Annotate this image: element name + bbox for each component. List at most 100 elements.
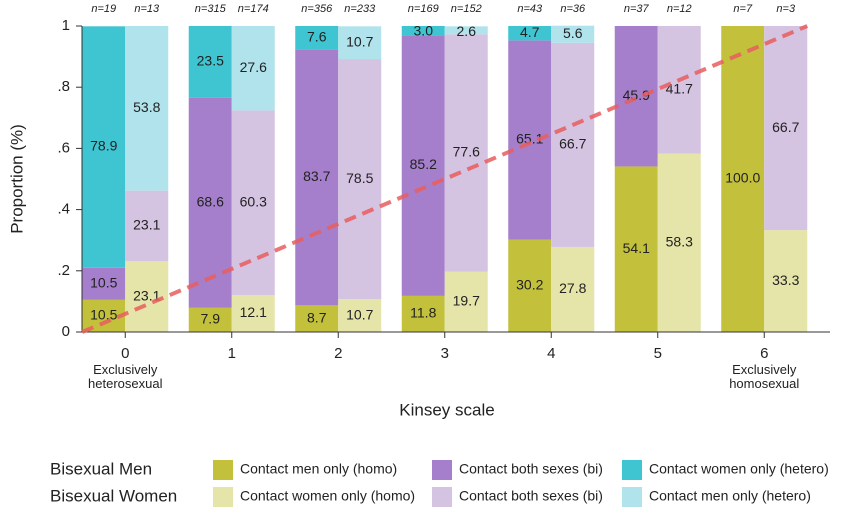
value-label: 12.1: [240, 304, 267, 320]
value-label: 100.0: [725, 170, 760, 186]
bar-segment: [614, 26, 658, 167]
value-label: 10.5: [90, 275, 117, 291]
x-axis-label: Kinsey scale: [399, 400, 494, 419]
bar-segment: [338, 26, 382, 60]
category-note: Exclusively heterosexual: [88, 362, 163, 391]
x-tick-label: 0: [121, 345, 129, 362]
value-label: 54.1: [623, 240, 650, 256]
legend-swatch: [213, 487, 233, 507]
x-tick-label: 2: [334, 345, 342, 362]
bar-segment: [401, 295, 445, 332]
bar-segment: [125, 190, 169, 262]
n-label: n=7: [733, 3, 753, 15]
value-label: 27.6: [240, 59, 267, 75]
n-label: n=233: [344, 3, 376, 15]
value-label: 4.7: [520, 24, 540, 40]
legend-label: Contact men only (homo): [240, 461, 397, 477]
y-axis-label: Proportion (%): [7, 124, 26, 234]
y-tick-label: .6: [57, 139, 70, 156]
value-label: 2.6: [457, 23, 477, 39]
y-tick-label: 0: [62, 323, 70, 340]
bar-segment: [82, 267, 126, 300]
bar-segment: [508, 40, 552, 240]
value-label: 7.9: [201, 311, 221, 327]
y-tick-label: .8: [57, 78, 70, 95]
value-label: 78.9: [90, 138, 117, 154]
reference-line: [81, 24, 809, 334]
bar-segment: [444, 34, 488, 272]
value-label: 3.0: [414, 23, 434, 39]
bar-segment: [657, 153, 701, 332]
value-label: 19.7: [453, 293, 480, 309]
x-tick-label: 5: [654, 345, 662, 362]
x-tick-label: 4: [547, 345, 555, 362]
bar-segment: [401, 26, 445, 36]
value-label: 27.8: [559, 280, 586, 296]
n-label: n=152: [451, 3, 482, 15]
bar-segment: [444, 26, 488, 35]
n-label: n=356: [301, 3, 333, 15]
bar-segment: [551, 246, 595, 332]
y-tick-label: .2: [57, 262, 70, 279]
value-label: 7.6: [307, 28, 327, 44]
value-label: 66.7: [559, 136, 586, 152]
bar-segment: [614, 166, 658, 332]
value-label: 85.2: [410, 156, 437, 172]
n-label: n=169: [408, 3, 439, 15]
x-tick-label: 3: [441, 345, 449, 362]
bar-segment: [508, 26, 552, 41]
bar-segment: [721, 26, 765, 332]
legend-label: Contact both sexes (bi): [459, 461, 603, 477]
value-label: 33.3: [772, 272, 799, 288]
value-label: 77.6: [453, 144, 480, 160]
x-tick-label: 6: [760, 345, 768, 362]
value-label: 58.3: [666, 234, 693, 250]
value-label: 30.2: [516, 276, 543, 292]
value-label: 68.6: [197, 194, 224, 210]
bar-segment: [231, 26, 275, 111]
legend-swatch: [432, 487, 452, 507]
value-label: 65.1: [516, 131, 543, 147]
y-tick-label: .4: [57, 201, 70, 218]
n-label: n=3: [776, 3, 796, 15]
value-label: 23.5: [197, 53, 224, 69]
legend-label: Contact both sexes (bi): [459, 488, 603, 504]
value-label: 78.5: [346, 170, 373, 186]
bar-segment: [295, 305, 339, 332]
bar-segment: [657, 26, 701, 154]
bar-segment: [231, 110, 275, 295]
n-label: n=43: [517, 3, 543, 15]
value-label: 8.7: [307, 309, 327, 325]
bar-segment: [508, 239, 552, 332]
value-label: 23.1: [133, 287, 160, 303]
value-label: 5.6: [563, 25, 583, 41]
y-tick-label: 1: [62, 17, 70, 34]
n-label: n=315: [195, 3, 227, 15]
n-label: n=36: [560, 3, 586, 15]
value-label: 83.7: [303, 168, 330, 184]
category-note: Exclusively homosexual: [729, 362, 800, 391]
x-tick-label: 1: [228, 345, 236, 362]
legend-group-title: Bisexual Women: [50, 486, 177, 505]
bar-segment: [231, 294, 275, 332]
value-label: 23.1: [133, 217, 160, 233]
legend-swatch: [622, 460, 642, 480]
legend-label: Contact women only (hetero): [649, 461, 829, 477]
legend-swatch: [622, 487, 642, 507]
legend-swatch: [213, 460, 233, 480]
value-label: 10.7: [346, 33, 373, 49]
bar-segment: [551, 25, 595, 43]
value-label: 53.8: [133, 99, 160, 115]
value-label: 10.7: [346, 306, 373, 322]
bar-segment: [82, 26, 126, 268]
n-label: n=19: [91, 3, 116, 15]
n-label: n=37: [624, 3, 650, 15]
legend-label: Contact women only (homo): [240, 488, 415, 504]
bar-segment: [551, 42, 595, 247]
bar-segment: [125, 26, 169, 191]
bar-segment: [338, 299, 382, 332]
legend-swatch: [432, 460, 452, 480]
bar-segment: [295, 26, 339, 50]
bar-segment: [444, 271, 488, 332]
